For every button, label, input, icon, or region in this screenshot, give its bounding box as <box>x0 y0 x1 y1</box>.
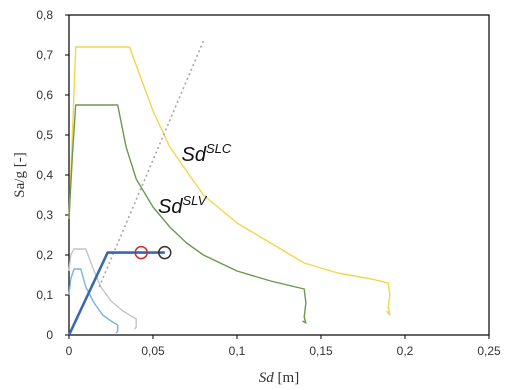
x-tick-label: 0,05 <box>141 344 165 358</box>
y-tick-label: 0 <box>46 328 53 342</box>
series-line-6 <box>67 251 165 336</box>
series-line-4 <box>68 268 119 334</box>
axis-titles: Sd [m] Sa/g [-] <box>12 152 299 386</box>
x-tick-label: 0 <box>66 344 73 358</box>
x-tick-label: 0,15 <box>309 344 333 358</box>
x-tick-label: 0,1 <box>229 344 246 358</box>
axes: 0 0,05 0,1 0,15 0,2 0,25 0 0,1 0,2 0,3 0,4 0,5 0,6 0,… <box>36 8 501 358</box>
y-tick-label: 0,5 <box>36 128 53 142</box>
x-tick-label: 0,2 <box>397 344 414 358</box>
annotation-label-1: SdSLC <box>182 141 232 166</box>
markers-group <box>134 245 172 260</box>
y-tick-label: 0,8 <box>36 8 53 22</box>
x-axis-title: Sd [m] <box>259 370 299 386</box>
series-group <box>67 40 391 336</box>
y-tick-label: 0,3 <box>36 208 53 222</box>
y-tick-label: 0,4 <box>36 168 53 182</box>
y-tick-label: 0,1 <box>36 288 53 302</box>
y-tick-label: 0,7 <box>36 48 53 62</box>
y-axis-title: Sa/g [-] <box>12 152 28 197</box>
series-line-3 <box>68 248 137 330</box>
series-line-1 <box>68 46 391 316</box>
plot-area-border <box>68 14 490 336</box>
annotations-group: SdSLC SdSLV <box>158 141 232 218</box>
series-line-2 <box>68 104 307 324</box>
point-marker-2 <box>158 245 172 260</box>
annotation-label-2: SdSLV <box>158 193 208 218</box>
y-tick-label: 0,2 <box>36 248 53 262</box>
y-tick-label: 0,6 <box>36 88 53 102</box>
x-tick-label: 0,25 <box>477 344 501 358</box>
point-marker-1 <box>134 245 148 260</box>
